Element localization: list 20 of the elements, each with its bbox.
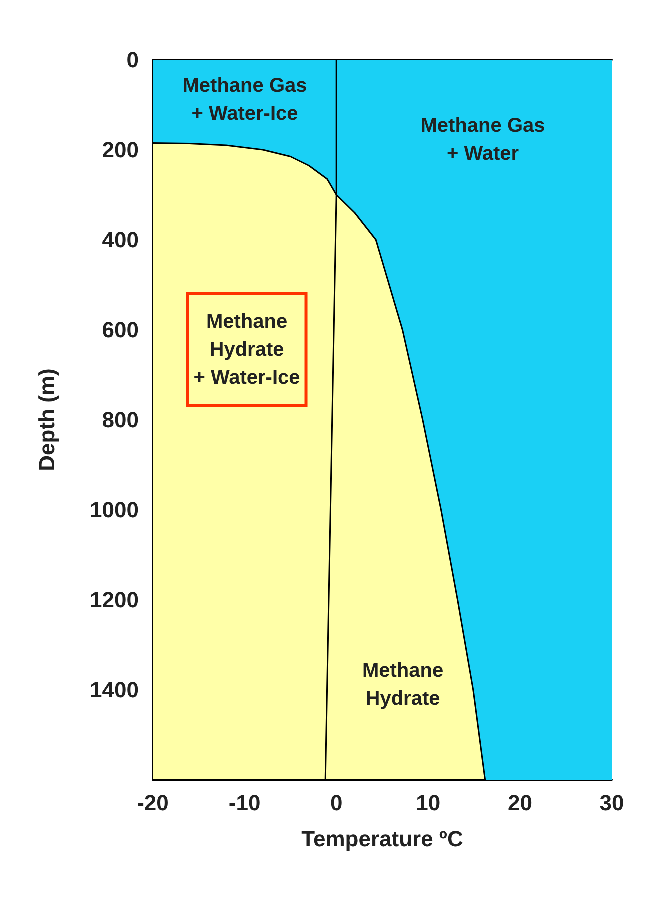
y-tick-label: 1400 <box>90 678 139 702</box>
y-tick-label: 1000 <box>90 498 139 522</box>
x-tick-label: -10 <box>228 790 261 816</box>
annotation: Methane Gas + Water-Ice <box>182 75 308 125</box>
x-tick-label: -20 <box>137 790 169 816</box>
annotation: Methane Hydrate + Water-Ice <box>194 311 300 389</box>
y-tick-label: 400 <box>102 228 139 252</box>
annotation: Methane Hydrate <box>362 660 444 710</box>
x-tick-label: 0 <box>330 790 343 816</box>
y-tick-label: 1200 <box>90 588 139 612</box>
y-axis-title: Depth (m) <box>34 368 60 472</box>
y-tick-label: 800 <box>102 408 139 432</box>
annotation: Methane Gas + Water <box>420 115 546 165</box>
x-tick-label: 30 <box>600 790 624 816</box>
y-tick-label: 600 <box>102 318 139 342</box>
x-axis-title: Temperature ºC <box>302 826 464 852</box>
x-tick-label: 20 <box>508 790 532 816</box>
x-tick-label: 10 <box>416 790 441 816</box>
y-tick-label: 200 <box>102 138 139 162</box>
y-tick-label: 0 <box>126 48 139 72</box>
